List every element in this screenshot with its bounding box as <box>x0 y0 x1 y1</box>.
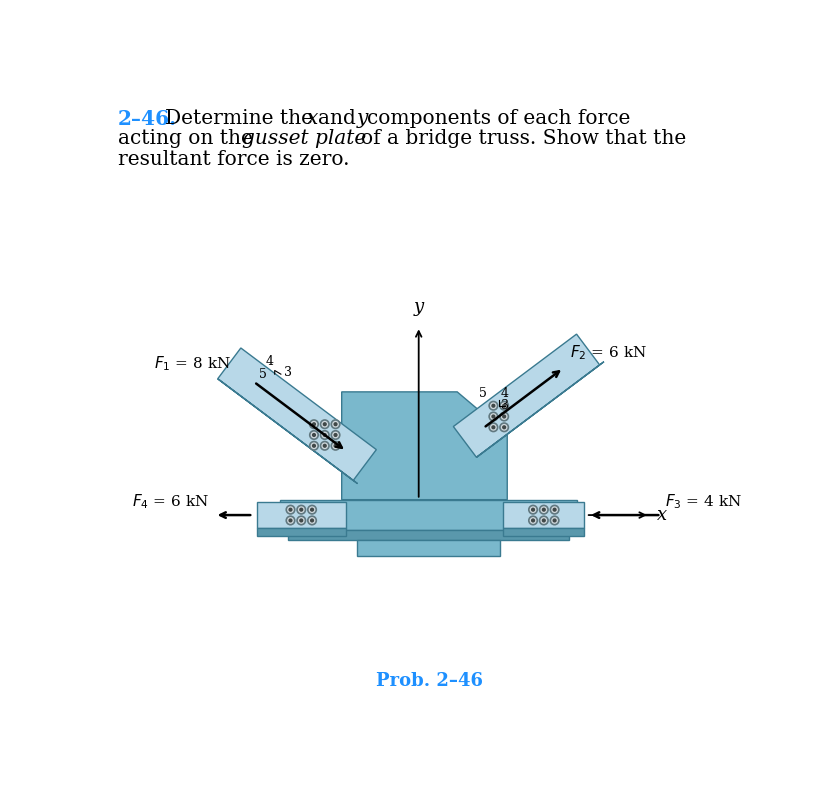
Polygon shape <box>218 348 376 481</box>
Circle shape <box>551 516 559 524</box>
Circle shape <box>308 516 316 524</box>
Circle shape <box>300 508 303 511</box>
Circle shape <box>500 402 509 410</box>
Circle shape <box>489 412 498 421</box>
Circle shape <box>503 426 505 429</box>
Text: y: y <box>414 297 424 316</box>
Circle shape <box>334 434 337 436</box>
Circle shape <box>553 508 556 511</box>
Text: acting on the: acting on the <box>117 129 259 149</box>
Circle shape <box>323 444 326 447</box>
Circle shape <box>289 519 292 522</box>
Polygon shape <box>287 531 569 541</box>
Circle shape <box>542 508 546 511</box>
Circle shape <box>489 402 498 410</box>
Circle shape <box>489 423 498 431</box>
Text: $F_1$ = 8 kN: $F_1$ = 8 kN <box>154 354 230 372</box>
Circle shape <box>331 431 339 440</box>
Circle shape <box>310 431 318 440</box>
Text: components of each force: components of each force <box>367 108 630 128</box>
Circle shape <box>540 516 548 524</box>
Text: 3: 3 <box>284 366 292 379</box>
Circle shape <box>542 519 546 522</box>
Text: gusset plate: gusset plate <box>241 129 366 149</box>
Circle shape <box>313 444 315 447</box>
Polygon shape <box>504 528 584 536</box>
Text: $F_2$ = 6 kN: $F_2$ = 6 kN <box>570 343 647 362</box>
Circle shape <box>320 431 329 440</box>
Circle shape <box>334 444 337 447</box>
Text: of a bridge truss. Show that the: of a bridge truss. Show that the <box>361 129 686 149</box>
Circle shape <box>503 404 505 407</box>
Text: x: x <box>657 506 668 524</box>
Polygon shape <box>218 379 358 484</box>
Circle shape <box>531 519 535 522</box>
Text: y: y <box>357 108 369 128</box>
Circle shape <box>311 508 313 511</box>
Polygon shape <box>257 502 345 528</box>
Circle shape <box>287 506 295 514</box>
Circle shape <box>331 441 339 450</box>
Circle shape <box>323 423 326 426</box>
Polygon shape <box>357 541 499 556</box>
Circle shape <box>529 516 537 524</box>
Text: 4: 4 <box>266 355 274 368</box>
Circle shape <box>323 434 326 436</box>
Polygon shape <box>504 502 584 528</box>
Circle shape <box>300 519 303 522</box>
Text: 4: 4 <box>501 387 510 400</box>
Text: 3: 3 <box>501 399 510 412</box>
Circle shape <box>287 516 295 524</box>
Circle shape <box>500 412 509 421</box>
Text: 2–46.: 2–46. <box>117 108 177 128</box>
Circle shape <box>492 426 494 429</box>
Circle shape <box>529 506 537 514</box>
Text: and: and <box>318 108 362 128</box>
Circle shape <box>492 404 494 407</box>
Circle shape <box>500 423 509 431</box>
Circle shape <box>331 420 339 428</box>
Polygon shape <box>477 362 604 457</box>
Text: Prob. 2–46: Prob. 2–46 <box>376 672 483 690</box>
Circle shape <box>289 508 292 511</box>
Circle shape <box>551 506 559 514</box>
Circle shape <box>492 415 494 418</box>
Polygon shape <box>280 499 577 531</box>
Text: 5: 5 <box>259 368 267 381</box>
Text: resultant force is zero.: resultant force is zero. <box>117 150 349 169</box>
Text: Determine the: Determine the <box>164 108 319 128</box>
Circle shape <box>310 441 318 450</box>
Circle shape <box>297 506 306 514</box>
Circle shape <box>503 415 505 418</box>
Circle shape <box>320 441 329 450</box>
Circle shape <box>308 506 316 514</box>
Polygon shape <box>342 392 507 499</box>
Circle shape <box>297 516 306 524</box>
Polygon shape <box>453 335 600 457</box>
Circle shape <box>553 519 556 522</box>
Text: $F_3$ = 4 kN: $F_3$ = 4 kN <box>665 493 742 511</box>
Circle shape <box>310 420 318 428</box>
Circle shape <box>313 423 315 426</box>
Circle shape <box>540 506 548 514</box>
Circle shape <box>320 420 329 428</box>
Text: x: x <box>307 108 318 128</box>
Circle shape <box>313 434 315 436</box>
Circle shape <box>334 423 337 426</box>
Circle shape <box>311 519 313 522</box>
Text: 5: 5 <box>479 387 487 400</box>
Circle shape <box>531 508 535 511</box>
Polygon shape <box>257 528 345 536</box>
Text: $F_4$ = 6 kN: $F_4$ = 6 kN <box>132 493 209 511</box>
